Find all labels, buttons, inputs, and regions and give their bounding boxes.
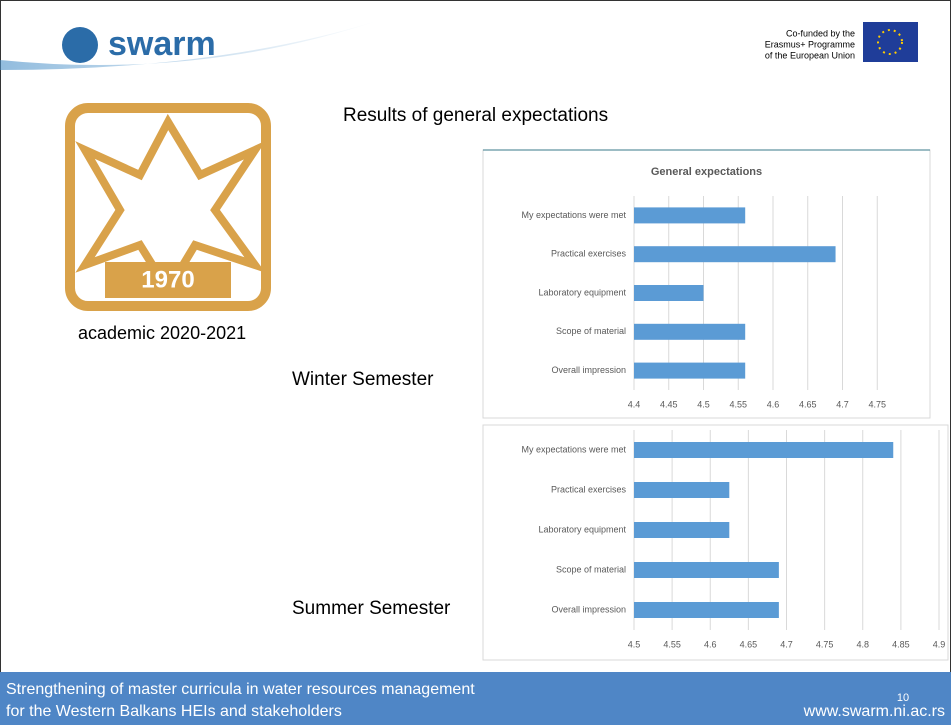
y-tick-label: Scope of material xyxy=(556,326,626,336)
y-tick-label: Laboratory equipment xyxy=(538,524,626,534)
x-tick-label: 4.9 xyxy=(933,639,946,649)
bar xyxy=(634,207,746,224)
x-tick-label: 4.6 xyxy=(704,639,717,649)
x-tick-label: 4.7 xyxy=(780,639,793,649)
x-tick-label: 4.55 xyxy=(729,399,747,409)
x-tick-label: 4.6 xyxy=(767,399,780,409)
y-tick-label: Practical exercises xyxy=(551,484,627,494)
x-tick-label: 4.45 xyxy=(660,399,678,409)
emblem-frame xyxy=(65,103,271,311)
x-tick-label: 4.65 xyxy=(740,639,758,649)
page-number: 10 xyxy=(897,692,909,704)
bar xyxy=(634,522,730,538)
x-tick-label: 4.5 xyxy=(697,399,710,409)
bar xyxy=(634,285,704,301)
x-tick-label: 4.55 xyxy=(663,639,681,649)
y-tick-label: Overall impression xyxy=(551,604,626,614)
bar xyxy=(634,562,779,578)
y-tick-label: My expectations were met xyxy=(521,444,626,454)
bar xyxy=(634,442,894,458)
cofunded: Co-funded by the xyxy=(786,28,855,38)
eu-stars xyxy=(877,29,903,55)
emblem-year: 1970 xyxy=(141,266,194,293)
logo-text: swarm xyxy=(108,25,216,63)
bar xyxy=(634,362,746,379)
x-tick-label: 4.8 xyxy=(856,639,869,649)
cofunded: Erasmus+ Programme xyxy=(765,39,855,49)
x-tick-label: 4.5 xyxy=(628,639,641,649)
academic-year: academic 2020-2021 xyxy=(78,323,246,343)
y-tick-label: Practical exercises xyxy=(551,249,627,259)
cofunded: of the European Union xyxy=(765,50,855,60)
x-tick-label: 4.75 xyxy=(868,399,886,409)
x-tick-label: 4.4 xyxy=(628,399,641,409)
bar xyxy=(634,482,730,498)
chart-frame xyxy=(482,424,949,661)
emblem-band xyxy=(105,262,231,298)
x-tick-label: 4.85 xyxy=(892,639,910,649)
bar xyxy=(634,602,779,618)
bar xyxy=(634,323,746,340)
footer-text: Strengthening of master curricula in wat… xyxy=(6,681,475,698)
logo-icon xyxy=(62,27,98,63)
footer-text: for the Western Balkans HEIs and stakeho… xyxy=(6,703,342,720)
eu-flag xyxy=(863,22,918,62)
y-tick-label: Overall impression xyxy=(551,365,626,375)
header-wave xyxy=(0,20,380,70)
x-tick-label: 4.65 xyxy=(799,399,817,409)
x-tick-label: 4.75 xyxy=(816,639,834,649)
winter-label: Winter Semester xyxy=(292,369,434,390)
x-tick-label: 4.7 xyxy=(836,399,849,409)
y-tick-label: Laboratory equipment xyxy=(538,287,626,297)
y-tick-label: My expectations were met xyxy=(521,210,626,220)
footer-url: www.swarm.ni.ac.rs xyxy=(803,703,945,720)
slide-title: Results of general expectations xyxy=(343,105,608,126)
summer-label: Summer Semester xyxy=(292,598,451,619)
bar xyxy=(634,246,836,263)
chart-title: General expectations xyxy=(651,166,762,178)
footer xyxy=(0,672,951,725)
y-tick-label: Scope of material xyxy=(556,564,626,574)
